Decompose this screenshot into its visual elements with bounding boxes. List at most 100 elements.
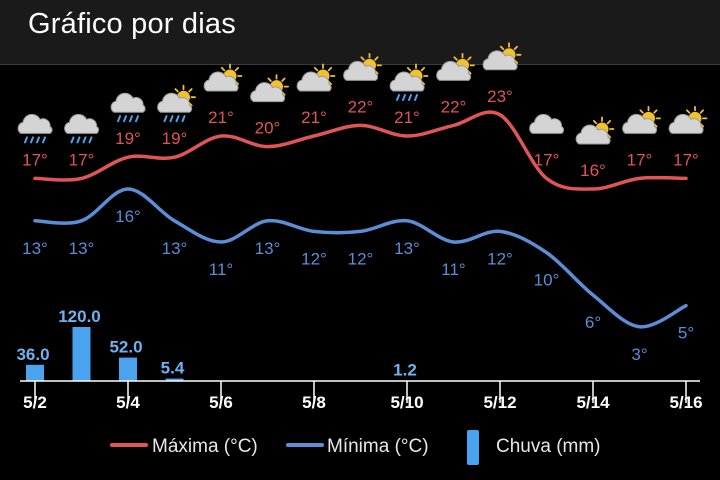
sun-cloud-icon <box>622 106 661 134</box>
rain-bar <box>72 327 91 381</box>
cloud-shape <box>296 71 332 92</box>
sun-cloud-icon <box>203 63 243 92</box>
min-temp-label: 6° <box>585 313 601 332</box>
sun-ray <box>639 109 644 114</box>
cloud-shape <box>575 124 611 145</box>
sun-ray <box>685 109 691 114</box>
rain-value-label: 52.0 <box>109 338 142 357</box>
cloud-shape <box>622 113 658 134</box>
max-temp-label: 19° <box>162 129 188 148</box>
min-temp-labels: 13° 13° 16° 13° 11° 13° 12° 12° 13° 11° 12° 10° 6° 3°… <box>22 207 694 364</box>
max-temp-label: 17° <box>627 150 653 169</box>
x-axis-tick-labels: 5/2 5/4 5/6 5/8 5/10 5/12 5/14 5/16 <box>23 393 702 412</box>
rain-drop <box>408 94 412 101</box>
rain-value-label: 1.2 <box>393 360 417 379</box>
sun-cloud-icon <box>296 63 336 92</box>
max-temp-label: 19° <box>115 129 141 148</box>
min-temp-label: 13° <box>162 239 188 258</box>
cloud-shape <box>110 92 146 113</box>
min-temp-label: 11° <box>441 260 465 279</box>
cloud-shape <box>668 113 704 134</box>
chart-legend: Máxima (°C) Mínima (°C) Chuva (mm) <box>110 430 601 465</box>
sun-ray <box>234 66 240 72</box>
min-temp-label: 12° <box>348 249 374 268</box>
min-temp-label: 3° <box>631 345 647 364</box>
rain-drop <box>76 136 81 144</box>
rain-bar <box>165 378 184 381</box>
min-temp-label: 12° <box>487 249 513 268</box>
max-temp-label: 22° <box>348 97 374 116</box>
cloud-shape <box>343 60 379 81</box>
sun-cloud-icon <box>575 116 615 145</box>
sun-ray <box>499 45 505 51</box>
rain-drop <box>396 94 400 101</box>
sun-ray <box>360 56 365 61</box>
cloud-shape <box>529 113 565 134</box>
max-temp-label: 17° <box>534 150 560 169</box>
header-bar: Gráfico por dias <box>0 0 720 65</box>
sun-ray <box>188 88 193 93</box>
max-temp-label: 20° <box>255 119 281 138</box>
max-temp-label: 22° <box>441 97 467 116</box>
cloud-shape <box>436 60 472 81</box>
sun-cloud-icon <box>343 53 382 81</box>
rain-drop <box>414 94 418 101</box>
rain-drop <box>70 136 75 144</box>
rain-value-label: 120.0 <box>58 307 101 326</box>
sun-ray <box>406 66 412 72</box>
cloud-shape <box>389 71 425 92</box>
x-axis-ticks <box>34 381 687 403</box>
sun-ray <box>220 66 226 72</box>
max-temp-label: 21° <box>301 108 327 127</box>
min-temp-line <box>33 187 688 329</box>
sun-ray <box>174 88 179 93</box>
rain-drop <box>181 115 186 123</box>
min-temp-label: 12° <box>301 249 327 268</box>
sun-ray <box>267 77 272 82</box>
sun-cloud-rain-icon <box>157 84 196 123</box>
cloud-rain-icon <box>110 92 146 123</box>
max-temp-label: 21° <box>394 108 420 127</box>
rain-drop <box>402 94 406 101</box>
sun-ray <box>592 119 598 125</box>
sun-cloud-icon <box>250 74 289 103</box>
x-tick-label: 5/8 <box>302 393 326 412</box>
cloud-shape <box>250 82 286 103</box>
cloud-rain-icon <box>64 113 100 144</box>
max-temp-label: 17° <box>69 150 95 169</box>
page-title: Gráfico por dias <box>28 8 236 40</box>
legend-rain-label: Chuva (mm) <box>496 436 601 457</box>
min-temp-label: 13° <box>394 239 420 258</box>
cloud-icon <box>529 113 565 134</box>
sun-cloud-icon <box>668 106 708 134</box>
sun-ray <box>327 66 333 72</box>
rain-bar-labels: 36.0 120.0 52.0 5.4 1.2 <box>16 307 416 379</box>
rain-drop <box>175 115 180 123</box>
max-temp-line <box>33 110 688 191</box>
min-temp-label: 16° <box>115 207 141 226</box>
rain-drop <box>129 115 133 123</box>
min-temp-label: 13° <box>69 239 95 258</box>
weather-icons <box>17 42 708 145</box>
x-tick-label: 5/2 <box>23 393 47 412</box>
x-tick-label: 5/4 <box>116 393 140 412</box>
rain-drop <box>36 136 40 144</box>
cloud-shape <box>64 113 100 134</box>
sun-cloud-rain-icon <box>389 63 429 101</box>
rain-bars <box>26 327 416 381</box>
rain-drop <box>82 136 87 144</box>
legend-rain-swatch <box>467 430 479 465</box>
max-temp-labels: 17° 17° 19° 19° 21° 20° 21° 22° 21° 22° 23° 17° 16° 1… <box>22 87 699 180</box>
max-temp-label: 21° <box>208 108 234 127</box>
min-temp-label: 13° <box>22 239 48 258</box>
x-tick-label: 5/12 <box>483 393 516 412</box>
x-tick-label: 5/6 <box>209 393 233 412</box>
rain-drop <box>123 115 127 123</box>
sun-ray <box>420 66 426 72</box>
sun-ray <box>313 66 319 72</box>
max-temp-label: 17° <box>673 150 699 169</box>
x-tick-label: 5/10 <box>390 393 423 412</box>
sun-ray <box>513 45 519 51</box>
sun-ray <box>653 109 658 114</box>
